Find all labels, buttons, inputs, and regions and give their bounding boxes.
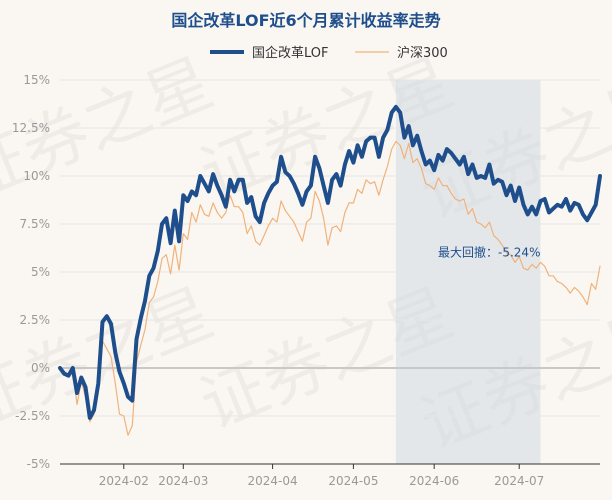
y-tick-label: 7.5% bbox=[20, 217, 51, 231]
y-tick-label: 12.5% bbox=[12, 121, 50, 135]
series-group bbox=[58, 104, 602, 436]
x-tick-label: 2024-03 bbox=[158, 474, 208, 488]
x-axis: 2024-02 2024-03 2024-04 2024-05 2024-06 2024-… bbox=[99, 464, 544, 488]
legend: 国企改革LOF 沪深300 bbox=[210, 45, 448, 61]
chart-title: 国企改革LOF近6个月累计收益率走势 bbox=[171, 11, 440, 30]
y-tick-label: 0% bbox=[31, 361, 50, 375]
y-tick-label: 10% bbox=[23, 169, 50, 183]
x-tick-label: 2024-05 bbox=[328, 474, 378, 488]
legend-label-0: 国企改革LOF bbox=[252, 45, 329, 61]
series-line-1 bbox=[59, 140, 601, 436]
series-line-0 bbox=[58, 104, 602, 420]
x-tick-label: 2024-04 bbox=[248, 474, 298, 488]
legend-label-1: 沪深300 bbox=[397, 45, 448, 61]
y-tick-label: 15% bbox=[23, 73, 50, 87]
y-tick-label: -5% bbox=[27, 457, 50, 471]
x-tick-label: 2024-02 bbox=[99, 474, 149, 488]
max-drawdown-label: 最大回撤：-5.24% bbox=[438, 245, 540, 260]
y-tick-label: 5% bbox=[31, 265, 50, 279]
x-tick-label: 2024-06 bbox=[409, 474, 459, 488]
y-tick-label: 2.5% bbox=[20, 313, 51, 327]
x-tick-label: 2024-07 bbox=[494, 474, 544, 488]
y-axis: -5% -2.5% 0% 2.5% 5% 7.5% 10% 12.5% 15% bbox=[12, 73, 50, 471]
y-tick-label: -2.5% bbox=[15, 409, 50, 423]
